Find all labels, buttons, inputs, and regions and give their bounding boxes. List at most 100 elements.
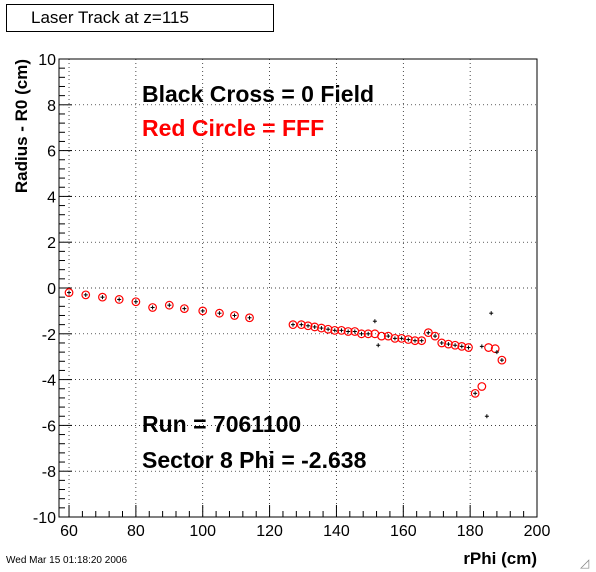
data-point-circle (363, 329, 373, 339)
x-axis-label: rPhi (cm) (463, 549, 537, 568)
data-point-circle (444, 339, 453, 349)
data-point-cross (133, 299, 138, 304)
data-point-circle (457, 341, 467, 351)
data-point-cross (67, 290, 72, 295)
data-point-circle (470, 388, 480, 398)
data-point-cross (117, 297, 122, 302)
data-point-circle (316, 323, 326, 333)
data-point-circle (310, 322, 320, 332)
data-point-circle (477, 382, 487, 391)
data-point-circle (131, 297, 141, 307)
data-point-cross (83, 292, 88, 297)
data-point-cross (419, 338, 424, 343)
data-point-cross (167, 303, 172, 308)
data-point-circle (357, 329, 366, 339)
data-point-cross (359, 331, 364, 336)
data-point-circle (330, 325, 340, 335)
data-point-cross (459, 344, 464, 349)
data-point-cross (312, 324, 317, 329)
data-point-circle (288, 320, 298, 330)
data-point-circle (179, 304, 189, 314)
chart-title: Laser Track at z=115 (31, 8, 189, 27)
y-tick-label: -4 (42, 373, 56, 390)
data-point-circle (397, 333, 407, 343)
data-point-circle (437, 338, 447, 348)
data-point-circle (484, 343, 493, 352)
y-tick-label: -2 (42, 327, 56, 344)
data-point-cross (182, 306, 187, 311)
data-point-cross (439, 340, 444, 345)
x-tick-label: 100 (189, 523, 216, 540)
y-tick-label: 0 (47, 281, 56, 298)
y-tick-label: -10 (33, 510, 56, 527)
data-point-cross (446, 342, 451, 347)
data-point-circle (215, 308, 224, 318)
data-point-cross (399, 336, 404, 341)
data-point-cross (290, 322, 295, 327)
data-point-cross (332, 328, 337, 333)
data-point-cross (484, 414, 489, 419)
data-point-circle (410, 336, 420, 346)
y-tick-label: 4 (47, 189, 56, 206)
data-point-cross (299, 322, 304, 327)
data-point-cross (100, 295, 105, 300)
x-tick-label: 120 (256, 523, 283, 540)
annotation-text: Red Circle = FFF (142, 115, 324, 141)
annotation-text: Black Cross = 0 Field (142, 81, 374, 107)
data-point-cross (366, 331, 371, 336)
data-point-cross (453, 343, 458, 348)
data-point-cross (339, 328, 344, 333)
data-point-circle (497, 355, 507, 365)
data-point-cross (232, 313, 237, 318)
data-point-cross (494, 350, 499, 355)
data-point-cross (499, 358, 504, 363)
chart-title-box: Laser Track at z=115 (6, 4, 274, 32)
timestamp: Wed Mar 15 01:18:20 2006 (6, 555, 128, 566)
y-axis-label: Radius - R0 (cm) (12, 59, 31, 193)
data-point-cross (376, 343, 381, 348)
resize-grip-icon[interactable]: ◿ (580, 556, 590, 570)
annotation-text: Run = 7061100 (142, 411, 301, 437)
data-point-cross (412, 338, 417, 343)
data-point-cross (372, 319, 377, 324)
data-point-circle (245, 313, 254, 323)
data-point-cross (306, 323, 311, 328)
data-point-circle (423, 328, 433, 338)
data-point-cross (386, 334, 391, 339)
y-tick-label: -8 (42, 464, 56, 481)
data-point-circle (390, 333, 400, 343)
x-tick-label: 160 (390, 523, 417, 540)
data-point-cross (352, 329, 357, 334)
data-point-circle (464, 343, 473, 352)
data-point-cross (466, 345, 471, 350)
data-point-cross (346, 329, 351, 334)
x-tick-label: 140 (323, 523, 350, 540)
data-point-circle (323, 324, 333, 334)
data-point-cross (426, 330, 431, 335)
data-point-circle (64, 288, 74, 297)
x-tick-label: 60 (60, 523, 78, 540)
data-point-cross (406, 337, 411, 342)
x-tick-label: 180 (457, 523, 484, 540)
data-point-circle (377, 331, 386, 341)
data-point-circle (337, 325, 346, 335)
y-tick-label: 8 (47, 98, 56, 115)
data-point-circle (148, 303, 157, 312)
data-point-cross (326, 327, 331, 332)
data-point-cross (217, 311, 222, 316)
data-point-circle (450, 340, 460, 350)
data-point-circle (164, 300, 174, 310)
annotation-text: Sector 8 Phi = -2.638 (142, 447, 367, 473)
data-point-circle (230, 311, 239, 320)
data-point-cross (473, 391, 478, 396)
y-tick-label: 2 (47, 235, 56, 252)
data-point-cross (479, 344, 484, 349)
x-tick-label: 80 (127, 523, 145, 540)
data-point-cross (433, 334, 438, 339)
x-tick-label: 200 (524, 523, 551, 540)
y-tick-label: 10 (38, 52, 56, 69)
data-point-circle (81, 290, 91, 300)
y-tick-label: 6 (47, 144, 56, 161)
data-point-cross (319, 326, 324, 331)
data-point-cross (150, 305, 155, 310)
